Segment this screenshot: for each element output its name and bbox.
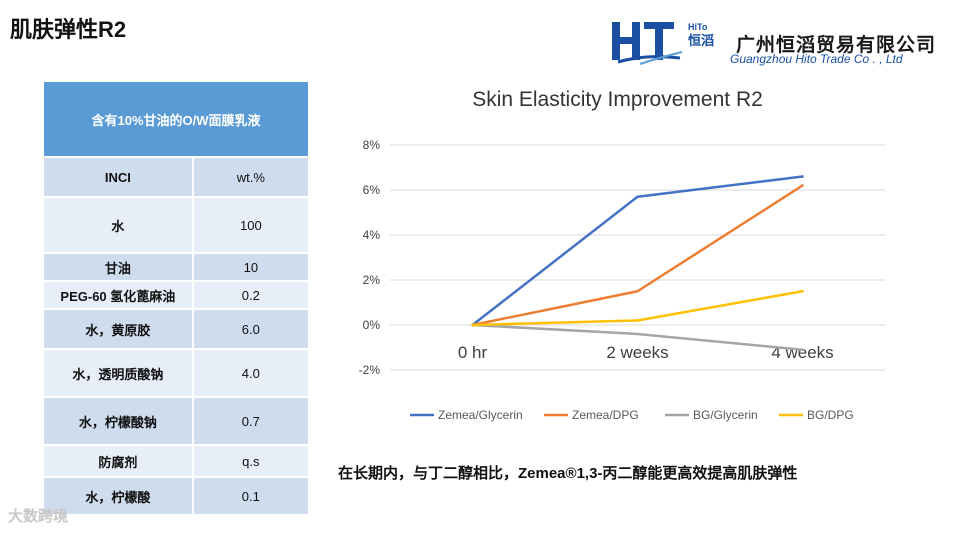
- ingredient-amount: 10: [191, 254, 308, 282]
- table-row: 水，柠檬酸钠 0.7: [44, 398, 308, 446]
- page-title: 肌肤弹性R2: [10, 17, 127, 42]
- column-header-wt: wt.%: [191, 158, 308, 198]
- logo-company-cn: 广州恒滔贸易有限公司: [736, 35, 937, 56]
- data-point: [636, 319, 639, 322]
- logo-hito: HiTo 恒滔: [688, 20, 714, 48]
- data-point: [801, 348, 804, 351]
- table-row: 水 100: [44, 198, 308, 254]
- legend-label: Zemea/Glycerin: [438, 408, 523, 422]
- table-row: 水，黄原胶 6.0: [44, 310, 308, 350]
- data-point: [801, 184, 804, 187]
- ingredient-amount: q.s: [191, 446, 308, 478]
- chart-title: Skin Elasticity Improvement R2: [472, 88, 763, 111]
- logo-hito-en: HiTo: [688, 22, 708, 32]
- formula-table: 含有10%甘油的O/W面膜乳液 INCI wt.% 水 100 甘油 10 PE…: [44, 82, 308, 516]
- table-row: 水，柠檬酸 0.1: [44, 478, 308, 516]
- ingredient-amount: 0.2: [191, 282, 308, 310]
- legend-label: BG/Glycerin: [693, 408, 758, 422]
- table-row: 防腐剂 q.s: [44, 446, 308, 478]
- formula-table-title: 含有10%甘油的O/W面膜乳液: [44, 82, 308, 158]
- ingredient-name: 水，柠檬酸: [44, 478, 192, 516]
- ingredient-name: PEG-60 氢化蓖麻油: [44, 282, 192, 310]
- ingredient-amount: 0.7: [191, 398, 308, 446]
- company-logo: HiTo 恒滔 广州恒滔贸易有限公司 Guangzhou Hito Trade …: [610, 14, 940, 66]
- ingredient-amount: 6.0: [191, 310, 308, 350]
- legend-label: BG/DPG: [807, 408, 854, 422]
- logo-hito-cn: 恒滔: [688, 33, 715, 48]
- series-line: [471, 175, 804, 327]
- y-tick-label: 0%: [363, 318, 381, 332]
- column-header-inci: INCI: [44, 158, 192, 198]
- ingredient-amount: 100: [191, 198, 308, 254]
- y-tick-label: 6%: [363, 183, 381, 197]
- ingredient-name: 水，透明质酸钠: [44, 350, 192, 398]
- hito-logo-icon: [612, 22, 683, 65]
- data-point: [636, 195, 639, 198]
- ingredient-amount: 0.1: [191, 478, 308, 516]
- ingredient-name: 水: [44, 198, 192, 254]
- data-point: [801, 175, 804, 178]
- chart-container: Skin Elasticity Improvement R2 8% 6% 4% 2% 0%…: [330, 78, 910, 438]
- y-tick-label: 4%: [363, 228, 381, 242]
- series-line: [471, 184, 804, 327]
- table-row: 水，透明质酸钠 4.0: [44, 350, 308, 398]
- data-point: [801, 290, 804, 293]
- conclusion-text: 在长期内，与丁二醇相比，Zemea®1,3-丙二醇能更高效提高肌肤弹性: [338, 465, 798, 482]
- x-tick-label: 4 weeks: [771, 343, 833, 362]
- elasticity-line-chart: Skin Elasticity Improvement R2 8% 6% 4% 2% 0%…: [359, 88, 885, 422]
- data-point: [636, 332, 639, 336]
- ingredient-name: 防腐剂: [44, 446, 192, 478]
- data-point: [636, 290, 639, 293]
- watermark: 大数跨境: [8, 508, 69, 525]
- x-tick-label: 2 weeks: [606, 343, 668, 362]
- logo-company-en: Guangzhou Hito Trade Co . , Ltd: [730, 52, 903, 66]
- y-tick-label: 2%: [363, 273, 381, 287]
- legend-label: Zemea/DPG: [572, 408, 639, 422]
- y-tick-label: -2%: [359, 363, 381, 377]
- y-tick-label: 8%: [363, 138, 381, 152]
- ingredient-name: 水，柠檬酸钠: [44, 398, 192, 446]
- ingredient-name: 甘油: [44, 254, 192, 282]
- ingredient-name: 水，黄原胶: [44, 310, 192, 350]
- table-row: PEG-60 氢化蓖麻油 0.2: [44, 282, 308, 310]
- ingredient-amount: 4.0: [191, 350, 308, 398]
- table-row: 甘油 10: [44, 254, 308, 282]
- x-tick-label: 0 hr: [458, 343, 488, 362]
- data-point: [471, 323, 474, 327]
